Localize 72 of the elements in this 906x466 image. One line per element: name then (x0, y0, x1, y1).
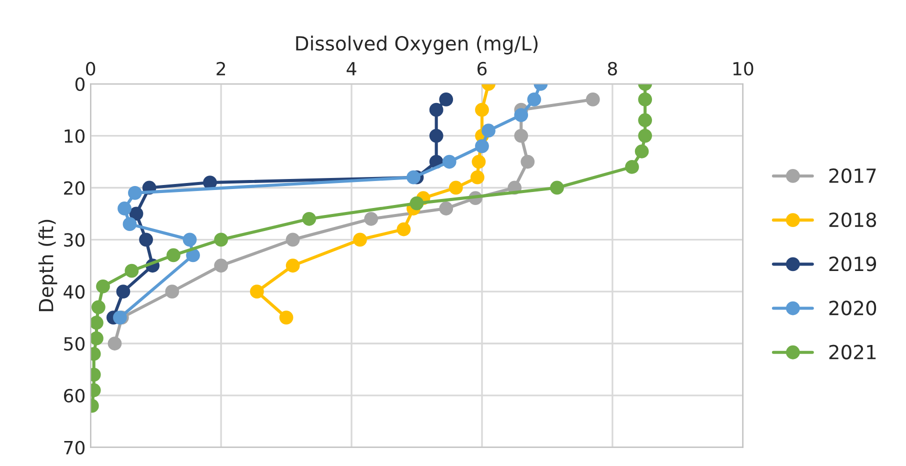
point (520, 154, 535, 169)
y-tick-label: 0 (75, 77, 85, 91)
point (429, 128, 444, 143)
point (439, 92, 454, 106)
y-axis-title: Depth (ft) (38, 220, 58, 312)
point (472, 154, 486, 169)
point (475, 102, 489, 117)
point (139, 232, 153, 247)
y-tick-label: 40 (64, 285, 85, 299)
y-tick-label: 30 (64, 233, 85, 247)
legend-label: 2020 (829, 300, 876, 316)
point (214, 258, 228, 273)
point (166, 248, 180, 262)
point (250, 284, 264, 299)
point (182, 232, 197, 247)
point (91, 300, 106, 314)
point (410, 196, 424, 210)
point (514, 128, 528, 143)
point (122, 217, 137, 232)
x-tick-label: 8 (608, 62, 617, 76)
point (470, 170, 484, 184)
point (396, 222, 411, 236)
y-tick-label: 70 (64, 440, 85, 454)
point (214, 232, 228, 247)
point (128, 186, 142, 200)
y-tick-label: 20 (64, 181, 85, 195)
point (638, 92, 652, 106)
point (302, 212, 316, 226)
point (439, 202, 454, 216)
legend-label: 2021 (829, 344, 876, 360)
point (90, 331, 104, 346)
point (527, 92, 542, 106)
point (186, 248, 200, 262)
x-tick-label: 2 (216, 62, 225, 76)
point (129, 206, 144, 221)
point (550, 180, 564, 195)
legend-label: 2019 (829, 256, 876, 272)
point (638, 113, 652, 128)
point (638, 128, 652, 143)
point (279, 310, 294, 324)
point (124, 264, 139, 278)
point (482, 124, 496, 138)
point (442, 154, 456, 169)
point (286, 258, 300, 273)
point (286, 232, 300, 247)
point (448, 180, 463, 195)
x-tick-label: 10 (733, 62, 754, 76)
point (90, 316, 104, 330)
y-tick-label: 10 (64, 129, 85, 143)
point (634, 144, 649, 158)
y-tick-label: 50 (64, 336, 85, 351)
point (625, 160, 639, 174)
point (116, 284, 130, 299)
x-tick-label: 4 (346, 62, 356, 76)
point (96, 279, 110, 294)
point (165, 284, 180, 299)
legend-label: 2018 (829, 212, 876, 228)
point (203, 176, 217, 190)
point (475, 139, 489, 154)
point (514, 108, 528, 122)
point (429, 102, 444, 117)
point (406, 170, 420, 184)
x-axis-title: Dissolved Oxygen (mg/L) (296, 36, 538, 54)
y-tick-label: 60 (64, 388, 85, 403)
legend-label: 2017 (829, 168, 876, 184)
point (118, 202, 132, 216)
point (586, 92, 600, 106)
x-tick-label: 0 (86, 62, 96, 76)
point (353, 232, 367, 247)
x-tick-label: 6 (478, 62, 487, 76)
point (364, 212, 378, 226)
point (108, 336, 122, 350)
